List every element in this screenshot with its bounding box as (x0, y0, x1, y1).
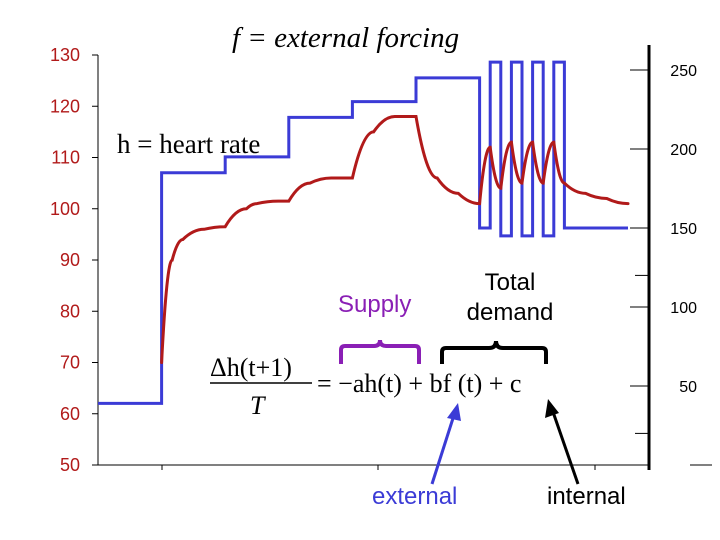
equation-rhs: = −ah(t) + bf (t) + c (317, 369, 521, 398)
left-tick-label: 130 (50, 45, 80, 65)
chart-title: f = external forcing (232, 22, 459, 54)
left-tick-label: 60 (60, 404, 80, 424)
total-demand-label-line2: demand (467, 299, 554, 326)
right-tick-label: 150 (670, 221, 697, 238)
right-axis: 250 200 150 100 50 (630, 45, 712, 470)
total-demand-label-line1: Total (485, 269, 536, 296)
supply-label: Supply (338, 291, 411, 318)
external-label: external (372, 483, 457, 510)
left-tick-label: 110 (51, 148, 80, 168)
series-layer (98, 60, 630, 405)
left-tick-label: 50 (60, 455, 80, 475)
internal-label: internal (547, 483, 626, 510)
left-tick-label: 100 (50, 199, 80, 219)
external-arrow-head (447, 403, 461, 421)
right-tick-label: 250 (670, 63, 697, 80)
left-tick-label: 70 (60, 353, 80, 373)
equation-lhs-numerator: Δh(t+1) (210, 353, 292, 382)
right-tick-label: 100 (670, 300, 697, 317)
right-tick-label: 50 (679, 379, 697, 396)
left-tick-label: 120 (50, 96, 80, 116)
internal-arrow-head (545, 399, 559, 418)
left-tick-label: 80 (60, 301, 80, 321)
left-axis-label: h = heart rate (117, 129, 260, 159)
external-arrow (430, 411, 457, 485)
equation-lhs-denominator: T (250, 391, 266, 420)
demand-brace (440, 340, 548, 364)
right-tick-label: 200 (670, 142, 697, 159)
supply-brace (339, 339, 421, 364)
left-axis: 130 120 110 100 90 80 70 60 50 (50, 45, 650, 475)
left-tick-label: 90 (60, 250, 80, 270)
heart-rate-series-line (160, 115, 630, 364)
forcing-series-line (98, 60, 628, 405)
internal-arrow (550, 408, 580, 485)
